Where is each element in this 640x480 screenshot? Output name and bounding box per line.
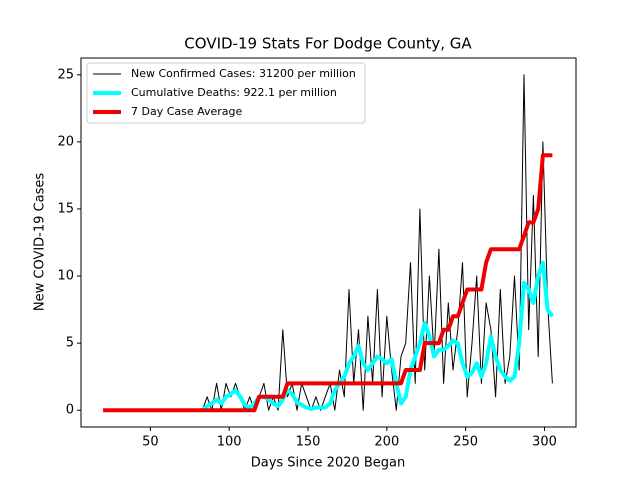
series-line xyxy=(201,74,553,411)
y-tick-label: 10 xyxy=(57,269,74,284)
legend-label: New Confirmed Cases: 31200 per million xyxy=(131,67,356,80)
y-tick-label: 25 xyxy=(57,67,74,82)
x-tick-label: 150 xyxy=(296,435,321,450)
y-tick-label: 5 xyxy=(66,336,74,351)
y-tick-label: 20 xyxy=(57,134,74,149)
series-line xyxy=(103,153,553,413)
x-tick-label: 100 xyxy=(217,435,242,450)
x-tick-label: 200 xyxy=(374,435,399,450)
y-tick-label: 15 xyxy=(57,201,74,216)
x-tick-label: 50 xyxy=(142,435,159,450)
legend-label: 7 Day Case Average xyxy=(131,105,243,118)
legend-label: Cumulative Deaths: 922.1 per million xyxy=(131,86,337,99)
y-tick-label: 0 xyxy=(66,403,74,418)
plot-frame xyxy=(80,57,577,428)
legend-box xyxy=(86,62,366,124)
x-tick-label: 300 xyxy=(532,435,557,450)
y-axis-label: New COVID-19 Cases xyxy=(33,173,48,311)
series-line xyxy=(201,260,555,412)
x-axis-label: Days Since 2020 Began xyxy=(251,456,406,471)
x-tick-label: 250 xyxy=(453,435,478,450)
chart-title: COVID-19 Stats For Dodge County, GA xyxy=(184,35,472,53)
